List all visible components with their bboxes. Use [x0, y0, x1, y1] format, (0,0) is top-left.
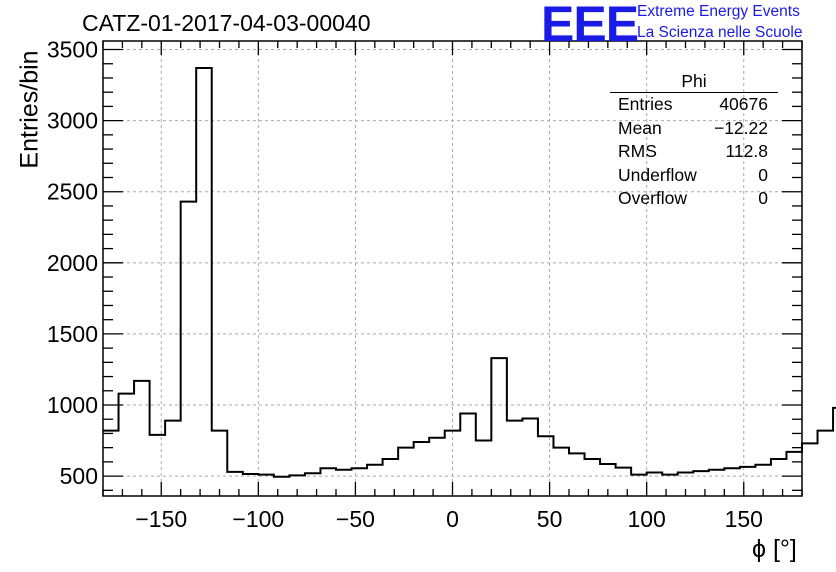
grid-lines — [103, 41, 802, 496]
stats-box: Phi Entries 40676 Mean −12.22 RMS 112.8 … — [610, 71, 778, 211]
stats-value: 112.8 — [725, 141, 769, 161]
stats-value: 40676 — [719, 94, 768, 114]
stats-value: 0 — [758, 188, 768, 208]
x-tick-label: −100 — [232, 506, 284, 532]
y-axis-label: Entries/bin — [15, 50, 44, 169]
stats-label: Entries — [618, 94, 673, 114]
stats-label: Overflow — [618, 188, 688, 208]
plot-frame — [102, 40, 803, 497]
y-tick-label: 2000 — [47, 250, 98, 276]
y-tick-label: 500 — [60, 463, 98, 489]
stats-label: Mean — [618, 117, 662, 138]
stats-label: Underflow — [618, 164, 697, 185]
logo-line-1: Extreme Energy Events — [637, 3, 800, 20]
x-axis-label: ϕ [°] — [752, 535, 797, 563]
x-tick-label: 100 — [627, 506, 665, 532]
x-tick-label: −50 — [336, 506, 375, 532]
stats-value: 0 — [758, 164, 768, 185]
chart-title: CATZ-01-2017-04-03-00040 — [82, 10, 371, 36]
x-tick-label: 150 — [725, 506, 763, 532]
x-tick-label: −150 — [135, 506, 187, 532]
stats-label: RMS — [618, 141, 657, 161]
y-tick-label: 3500 — [47, 37, 98, 63]
stats-title: Phi — [610, 71, 778, 93]
stats-row-entries: Entries 40676 — [610, 93, 778, 117]
stats-row-rms: RMS 112.8 — [610, 140, 778, 164]
y-tick-label: 3000 — [47, 108, 98, 134]
stats-value: −12.22 — [713, 117, 768, 138]
y-tick-label: 2500 — [47, 179, 98, 205]
histogram-outline — [103, 67, 836, 478]
y-tick-label: 1000 — [47, 392, 98, 418]
stats-row-underflow: Underflow 0 — [610, 164, 778, 188]
eee-logo-mark: EEE — [541, 0, 639, 52]
logo-line-2: La Scienza nelle Scuole — [637, 24, 803, 41]
stats-row-overflow: Overflow 0 — [610, 187, 778, 211]
stats-row-mean: Mean −12.22 — [610, 117, 778, 141]
y-tick-label: 1500 — [47, 321, 98, 347]
axis-ticks — [102, 41, 803, 496]
tick-labels: −150 −100 −50 0 50 100 150 500 1000 1500 2000 2500 3… — [47, 37, 763, 532]
x-tick-label: 50 — [537, 506, 563, 532]
x-tick-label: 0 — [446, 506, 459, 532]
